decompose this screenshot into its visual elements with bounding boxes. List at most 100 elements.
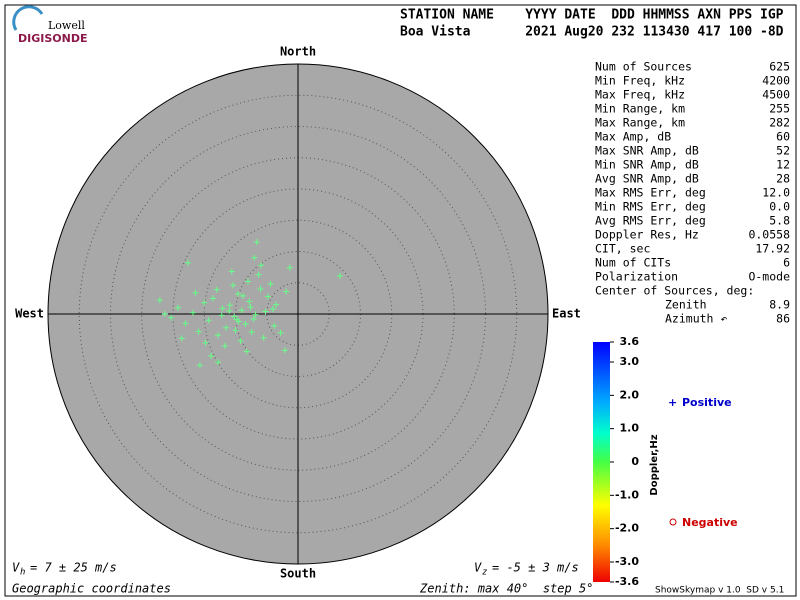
source-point [218, 312, 225, 319]
stat-label: Min SNR Amp, dB [595, 158, 699, 172]
colorbar-tick-label: 3.6 [620, 335, 640, 348]
source-point [175, 304, 181, 311]
stat-value: 0.0558 [748, 228, 790, 242]
colorbar-tick-label: 3.0 [620, 355, 640, 368]
stat-label: Zenith [665, 298, 707, 312]
source-point [255, 271, 262, 278]
colorbar-tick-label: -3.0 [615, 555, 639, 568]
legend-symbol [669, 518, 677, 526]
source-point [250, 316, 257, 322]
source-point [283, 288, 290, 295]
direction-label: East [552, 307, 581, 321]
stat-value: 12.0 [762, 186, 790, 200]
source-point [245, 278, 251, 285]
direction-label: West [15, 307, 44, 321]
zenith-note: Zenith: max 40° step 5° [419, 582, 593, 596]
stat-value: 4200 [762, 74, 790, 88]
stat-label: Max SNR Amp, dB [595, 144, 699, 158]
source-point [226, 307, 233, 314]
source-point [262, 308, 269, 315]
colorbar [593, 342, 610, 582]
source-point [168, 314, 175, 321]
stat-value: O-mode [748, 270, 790, 284]
stat-label: Min Freq, kHz [595, 74, 685, 88]
source-point [201, 299, 208, 306]
stat-value: 255 [769, 102, 790, 116]
source-point [260, 334, 267, 341]
colorbar-tick-label: 1.0 [620, 422, 640, 435]
source-point [223, 324, 230, 331]
source-point [195, 328, 202, 335]
direction-label: North [280, 45, 316, 59]
source-point [277, 329, 284, 336]
vh-text: = 7 ± 25 m/s [30, 561, 117, 575]
vz-text: = -5 ± 3 m/s [492, 561, 579, 575]
source-point [202, 339, 209, 346]
source-point [215, 332, 221, 339]
source-point [233, 316, 240, 323]
source-point [232, 327, 239, 334]
stat-value: 60 [776, 130, 790, 144]
stat-label: CIT, sec [595, 242, 650, 256]
source-point [231, 313, 238, 320]
colorbar-tick-label: 2.0 [620, 388, 640, 401]
logo-bottom: DIGISONDE [18, 32, 87, 45]
stat-value: 12 [776, 158, 790, 172]
source-point [178, 335, 185, 342]
source-point [286, 264, 293, 271]
source-point [273, 301, 280, 308]
source-point [253, 239, 260, 246]
stat-label: Max Amp, dB [595, 130, 671, 144]
stat-value: 282 [769, 116, 790, 130]
source-point [242, 321, 249, 327]
stat-label: Avg RMS Err, deg [595, 214, 706, 228]
stat-value: 6 [783, 256, 790, 270]
legend-symbol: + [668, 396, 677, 409]
source-point [265, 293, 271, 300]
stat-value: 5.8 [769, 214, 790, 228]
source-point [281, 347, 288, 354]
header-row: STATION NAME YYYY DATE DDD HHMMSS AXN PP… [400, 8, 784, 23]
stat-value: 4500 [762, 88, 790, 102]
source-point [156, 297, 163, 304]
plot: North South West East [15, 45, 581, 581]
logo-top: Lowell [48, 19, 85, 32]
source-point [243, 348, 250, 355]
stat-label: Min RMS Err, deg [595, 200, 706, 214]
source-point [161, 311, 168, 317]
colorbar-tick-label: -1.0 [615, 488, 639, 501]
colorbar-tick-label: 0 [631, 455, 639, 468]
stat-label: Min Range, km [595, 102, 685, 116]
stat-label: Azimuth ↶ [665, 312, 727, 326]
source-point [221, 342, 228, 349]
stat-value: 0.0 [769, 200, 790, 214]
source-point [267, 281, 274, 287]
source-point [251, 254, 258, 261]
version: ShowSkymap v 1.0 SD v 5.1 [655, 586, 784, 596]
source-point [219, 305, 226, 312]
source-point [208, 352, 215, 359]
stat-label: Max RMS Err, deg [595, 186, 706, 200]
stat-label: Max Freq, kHz [595, 88, 685, 102]
source-point [210, 295, 216, 302]
source-point [215, 359, 221, 366]
stat-value: 52 [776, 144, 790, 158]
stat-label: Num of Sources [595, 60, 692, 74]
source-point [213, 286, 220, 293]
source-point [196, 362, 203, 369]
source-point [228, 268, 235, 275]
source-point [336, 272, 343, 279]
source-point [190, 309, 196, 316]
source-point [271, 322, 278, 329]
legend-negative: Negative [682, 516, 738, 529]
colorbar-label: Doppler,Hz [649, 434, 660, 495]
source-point [257, 286, 264, 292]
header-row: Boa Vista 2021 Aug20 232 113430 417 100 … [400, 25, 784, 40]
source-point [252, 311, 259, 318]
legend-positive: Positive [682, 396, 732, 409]
source-point [235, 291, 241, 297]
source-point [185, 259, 191, 266]
stat-value: 625 [769, 60, 790, 74]
colorbar-tick-label: -3.6 [615, 575, 639, 588]
